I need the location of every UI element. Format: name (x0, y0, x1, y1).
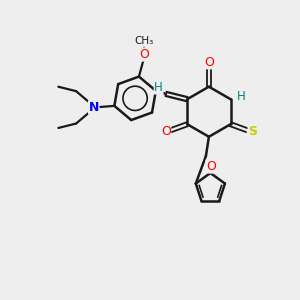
Text: H: H (236, 90, 245, 103)
Text: CH₃: CH₃ (134, 36, 154, 46)
Text: N: N (88, 101, 99, 114)
Text: O: O (206, 160, 216, 173)
Text: S: S (248, 125, 257, 138)
Text: O: O (204, 56, 214, 69)
Text: O: O (139, 48, 149, 61)
Text: H: H (154, 81, 163, 94)
Text: O: O (161, 125, 171, 138)
